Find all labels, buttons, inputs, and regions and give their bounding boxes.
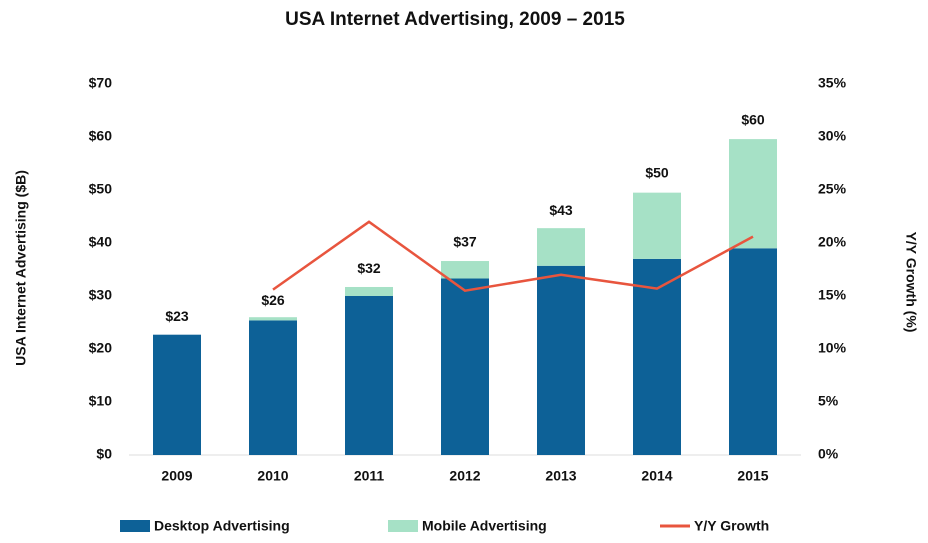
total-label: $26 bbox=[261, 292, 285, 308]
total-label: $60 bbox=[741, 112, 765, 128]
total-label: $37 bbox=[453, 234, 477, 250]
y2-tick-label: 0% bbox=[818, 446, 839, 462]
x-tick-label: 2015 bbox=[737, 468, 768, 484]
total-label: $43 bbox=[549, 202, 573, 218]
total-label: $50 bbox=[645, 165, 669, 181]
y2-tick-label: 35% bbox=[818, 75, 847, 91]
x-tick-label: 2013 bbox=[545, 468, 576, 484]
bar bbox=[345, 296, 393, 455]
y2-tick-label: 30% bbox=[818, 128, 847, 144]
legend-label: Desktop Advertising bbox=[154, 518, 290, 534]
bar bbox=[249, 320, 297, 455]
bar bbox=[633, 192, 681, 259]
x-tick-label: 2014 bbox=[641, 468, 672, 484]
y-tick-label: $60 bbox=[89, 128, 113, 144]
x-tick-label: 2011 bbox=[354, 468, 385, 484]
x-tick-label: 2012 bbox=[449, 468, 480, 484]
bar bbox=[729, 139, 777, 249]
y2-tick-label: 25% bbox=[818, 181, 847, 197]
bar bbox=[249, 317, 297, 321]
x-tick-label: 2010 bbox=[257, 468, 288, 484]
legend-label: Mobile Advertising bbox=[422, 518, 547, 534]
bar bbox=[633, 258, 681, 455]
growth-line bbox=[272, 220, 754, 293]
bar bbox=[153, 334, 201, 455]
y2-tick-label: 5% bbox=[818, 393, 839, 409]
bar bbox=[537, 228, 585, 266]
bar bbox=[441, 261, 489, 279]
y-tick-label: $50 bbox=[89, 181, 113, 197]
legend-label: Y/Y Growth bbox=[694, 518, 769, 534]
legend-swatch bbox=[120, 520, 150, 532]
y-tick-label: $30 bbox=[89, 287, 113, 303]
y2-axis-label: Y/Y Growth (%) bbox=[903, 232, 919, 333]
y2-tick-label: 10% bbox=[818, 340, 847, 356]
y-tick-label: $0 bbox=[96, 446, 112, 462]
bar bbox=[345, 286, 393, 296]
legend-swatch bbox=[388, 520, 418, 532]
y-tick-label: $10 bbox=[89, 393, 113, 409]
y-axis-label: USA Internet Advertising ($B) bbox=[13, 170, 29, 366]
y2-tick-label: 15% bbox=[818, 287, 847, 303]
total-label: $32 bbox=[357, 260, 381, 276]
total-label: $23 bbox=[165, 308, 189, 324]
x-tick-label: 2009 bbox=[161, 468, 192, 484]
bar bbox=[441, 278, 489, 455]
y2-tick-label: 20% bbox=[818, 234, 847, 250]
chart-title: USA Internet Advertising, 2009 – 2015 bbox=[285, 9, 625, 30]
y-tick-label: $20 bbox=[89, 340, 113, 356]
bar bbox=[537, 265, 585, 455]
y-tick-label: $40 bbox=[89, 234, 113, 250]
bar bbox=[729, 248, 777, 455]
y-tick-label: $70 bbox=[89, 75, 113, 91]
